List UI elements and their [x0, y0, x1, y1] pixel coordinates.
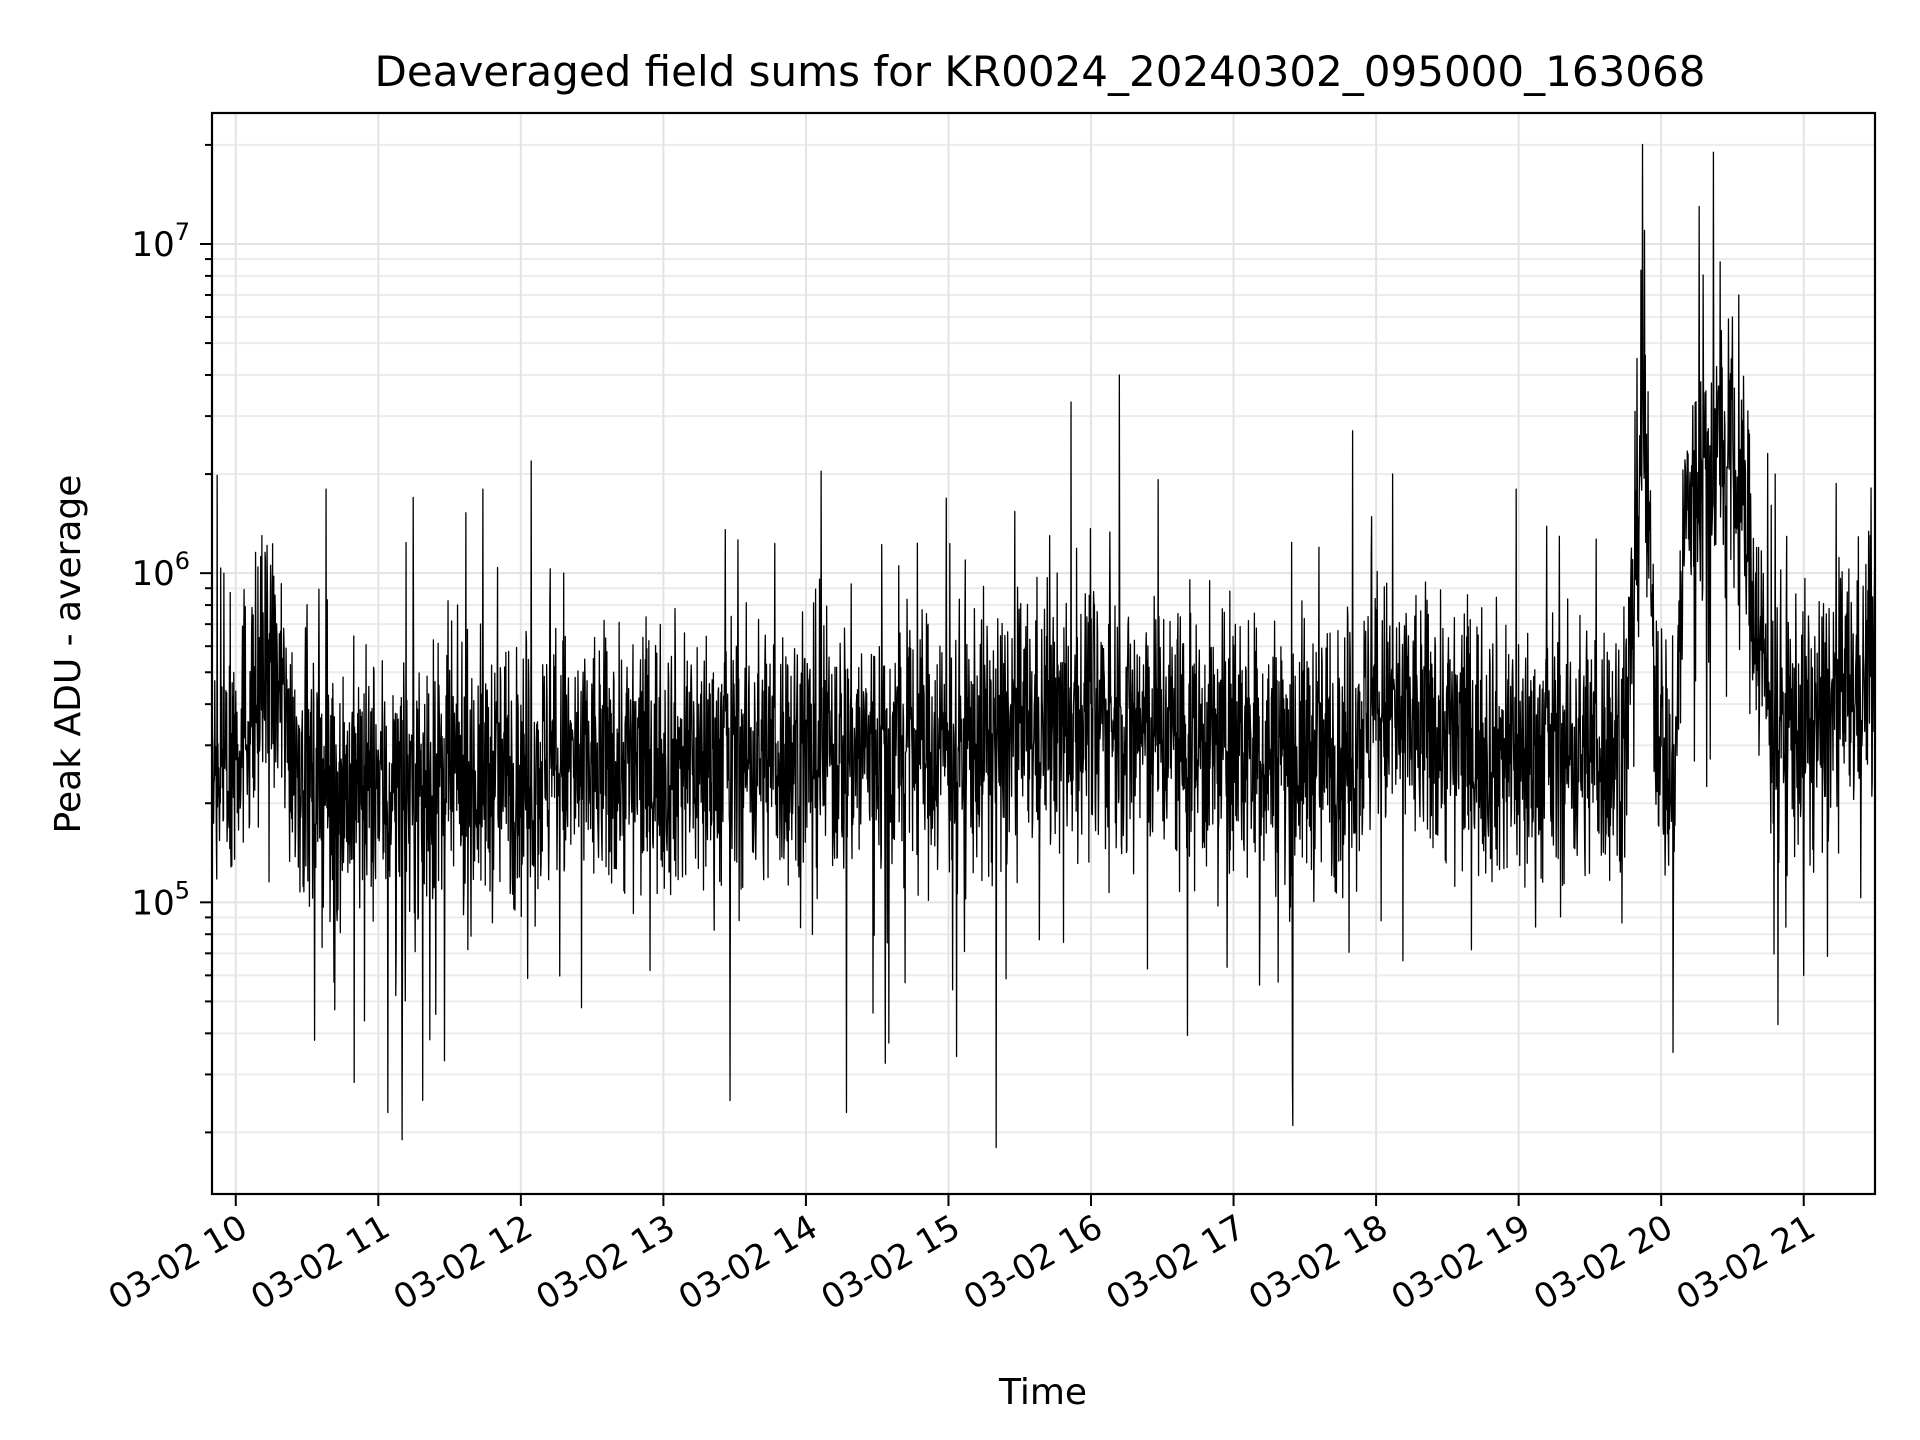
plot-area [211, 143, 1876, 1149]
y-tick-label: 106 [131, 547, 190, 594]
y-axis: 105 106 107 [131, 143, 212, 1134]
y-tick-label: 107 [131, 218, 190, 265]
series-line [211, 143, 1876, 1149]
chart-title: Deaveraged field sums for KR0024_2024030… [375, 47, 1706, 96]
y-axis-label: Peak ADU - average [48, 475, 89, 834]
x-axis-label: Time [998, 1372, 1087, 1413]
axes-frame [210, 111, 1877, 1196]
y-tick-label: 105 [131, 876, 190, 923]
